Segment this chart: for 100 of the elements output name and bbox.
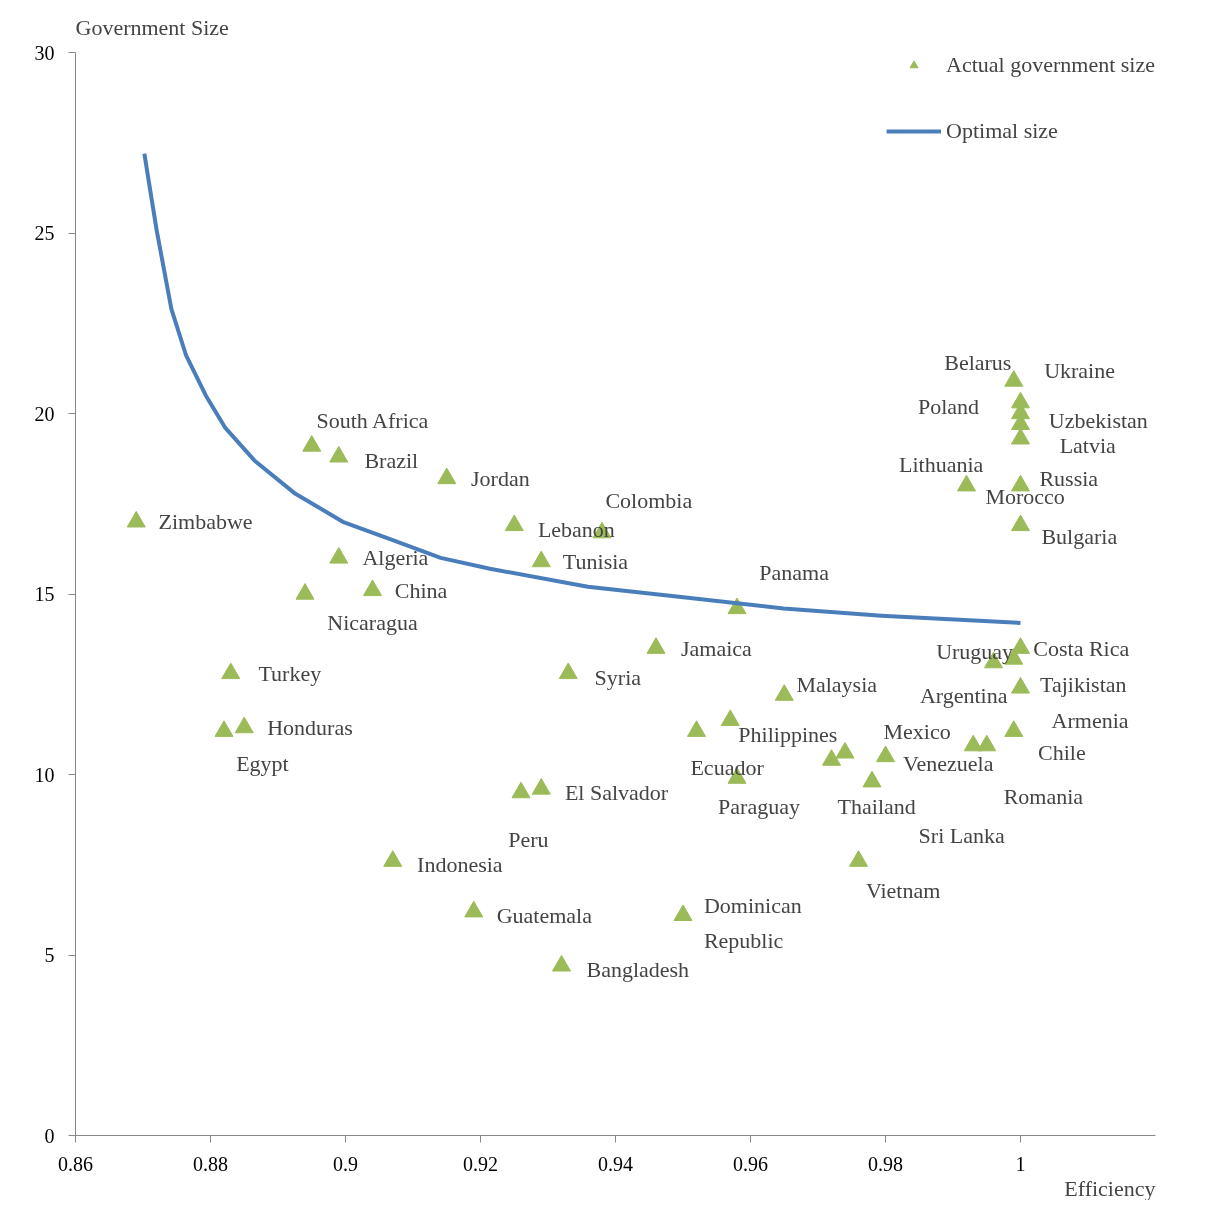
point xyxy=(295,583,315,600)
annotation: Peru xyxy=(508,826,549,852)
y-tick-label: 15 xyxy=(34,583,55,605)
annotation: China xyxy=(394,577,448,603)
y-tick-label: 25 xyxy=(34,222,55,244)
y-tick-label: 20 xyxy=(34,402,55,425)
point xyxy=(214,720,234,737)
point xyxy=(511,781,531,799)
annotation: Guatemala xyxy=(496,902,593,928)
annotation: Chile xyxy=(1038,740,1086,766)
annotation: Romania xyxy=(1003,783,1084,809)
annotation: Panama xyxy=(759,559,830,585)
x-tick-label: 0.9 xyxy=(333,1152,358,1175)
point xyxy=(552,954,571,972)
x-tick-label: 0.92 xyxy=(463,1152,498,1175)
annotation: Ukraine xyxy=(1044,357,1115,383)
point xyxy=(329,445,349,463)
point xyxy=(720,709,740,727)
annotation: Venezuela xyxy=(903,751,994,777)
point xyxy=(957,474,976,492)
annotation: Malaysia xyxy=(796,671,878,697)
point xyxy=(234,716,254,734)
annotation: Colombia xyxy=(605,487,693,513)
annotation: Ecuador xyxy=(690,754,765,780)
annotation: Jordan xyxy=(471,465,530,491)
point xyxy=(531,550,551,568)
annotation: Vietnam xyxy=(865,877,941,903)
point xyxy=(673,904,693,921)
annotation: El Salvador xyxy=(564,780,669,806)
annotation: Brazil xyxy=(364,447,419,473)
point xyxy=(862,770,882,788)
point xyxy=(126,510,146,528)
annotation: Tajikistan xyxy=(1040,671,1127,697)
annotation: Dominican Republic xyxy=(703,892,802,953)
x-tick-label: 0.98 xyxy=(868,1152,903,1175)
x-tick-label: 0.96 xyxy=(733,1152,768,1175)
annotation: Thailand xyxy=(837,794,916,820)
point xyxy=(977,734,997,752)
point xyxy=(558,662,578,680)
point xyxy=(329,547,349,564)
annotation: Poland xyxy=(917,393,980,419)
legend-label: Actual government size xyxy=(946,52,1155,78)
point xyxy=(1011,514,1030,532)
legend-label: Optimal size xyxy=(946,118,1058,144)
annotation: Bulgaria xyxy=(1041,523,1118,549)
y-tick-label: 0 xyxy=(44,1124,55,1147)
annotation: Syria xyxy=(594,664,642,690)
point xyxy=(876,745,895,763)
annotation: Honduras xyxy=(267,715,353,741)
point xyxy=(531,778,551,795)
annotation: Belarus xyxy=(944,350,1012,376)
annotation: Nicaragua xyxy=(327,610,418,636)
annotation: Philippines xyxy=(738,722,838,748)
point xyxy=(1011,676,1030,694)
x-axis-title: Efficiency xyxy=(1064,1175,1156,1201)
point xyxy=(849,850,868,867)
annotation: Lithuania xyxy=(899,451,984,477)
point xyxy=(221,662,241,680)
y-axis-title: Government Size xyxy=(75,15,229,40)
point xyxy=(774,684,794,701)
y-tick-label: 10 xyxy=(34,763,55,786)
annotation: Uruguay xyxy=(936,639,1014,665)
point xyxy=(504,514,524,532)
point xyxy=(363,579,382,597)
annotation: Jamaica xyxy=(680,635,753,661)
annotation: South Africa xyxy=(316,408,429,434)
annotation: Algeria xyxy=(362,545,429,571)
x-tick-label: 0.86 xyxy=(58,1152,93,1175)
x-tick-label: 0.94 xyxy=(598,1152,633,1175)
annotation: Argentina xyxy=(919,682,1008,708)
annotation: Tunisia xyxy=(562,549,629,575)
point xyxy=(437,467,457,485)
annotation: Armenia xyxy=(1051,707,1129,733)
point xyxy=(822,749,841,766)
annotation: Egypt xyxy=(236,751,289,777)
point xyxy=(687,720,706,737)
annotation: Uzbekistan xyxy=(1048,408,1148,434)
point xyxy=(1004,720,1024,737)
annotation: Sri Lanka xyxy=(918,823,1005,849)
annotation: Costa Rica xyxy=(1033,635,1130,661)
annotation: Turkey xyxy=(258,660,322,686)
y-tick-label: 30 xyxy=(34,41,55,64)
point xyxy=(646,637,666,654)
annotation: Zimbabwe xyxy=(158,509,253,535)
point xyxy=(963,734,983,752)
annotation: Latvia xyxy=(1059,433,1117,459)
annotation: Russia xyxy=(1039,465,1099,491)
y-tick-label: 5 xyxy=(44,944,55,966)
annotation: Indonesia xyxy=(417,852,503,878)
point xyxy=(383,850,403,867)
point xyxy=(835,741,855,759)
point xyxy=(1011,637,1030,654)
annotation: Bangladesh xyxy=(586,956,690,982)
point xyxy=(1004,370,1024,387)
annotation: Paraguay xyxy=(718,794,800,820)
x-tick-label: 0.88 xyxy=(193,1152,228,1175)
annotation: Mexico xyxy=(883,718,951,744)
point xyxy=(302,435,322,452)
x-tick-label: 1 xyxy=(1015,1152,1026,1175)
point xyxy=(464,900,484,918)
